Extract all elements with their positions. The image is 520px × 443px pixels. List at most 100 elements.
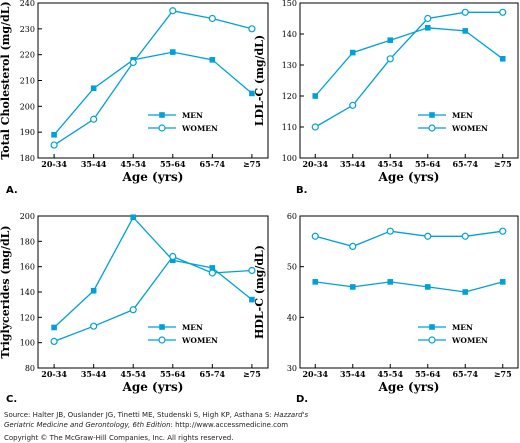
legend-label: MEN (182, 111, 203, 120)
x-tick-label: ≥75 (243, 159, 261, 169)
data-point-women (50, 141, 58, 149)
plot-frame (37, 2, 269, 159)
legend-label: WOMEN (451, 124, 488, 133)
legend-label: WOMEN (181, 124, 218, 133)
y-tick-label: 110 (282, 123, 297, 132)
x-tick-label: 45-54 (377, 159, 403, 169)
data-point-women (129, 58, 137, 67)
y-tick-label: 150 (282, 0, 297, 8)
y-axis-title: Triglycerides (mg/dL) (0, 225, 12, 358)
x-tick-label: 45-54 (120, 159, 146, 169)
series-line-women (53, 255, 252, 343)
data-point-men (169, 49, 176, 55)
y-tick-label: 120 (20, 313, 35, 322)
data-point-men (424, 284, 431, 290)
data-point-women (169, 7, 177, 15)
y-tick-label: 60 (287, 212, 297, 221)
source-title-2: Geriatric Medicine and Gerontology, 6th … (4, 421, 171, 429)
data-point-men (462, 289, 469, 295)
data-point-men (312, 279, 319, 285)
chart-panel-1: 180 190 200 210 220 230 240 20-34 35-44 45-54 55-6… (0, 0, 269, 196)
y-axis-title: HDL-C (mg/dL) (253, 245, 266, 339)
x-tick-label: 65-74 (452, 159, 478, 169)
data-point-women (311, 123, 319, 131)
y-tick-label: 80 (25, 364, 35, 373)
data-point-women (90, 115, 98, 123)
x-tick-label: 20-34 (302, 369, 328, 379)
data-point-men (499, 279, 506, 285)
y-tick-label: 130 (282, 61, 297, 70)
data-point-men (499, 56, 506, 62)
data-point-men (249, 296, 255, 303)
data-point-men (387, 279, 394, 285)
data-point-women (461, 8, 469, 16)
x-tick-label: 65-74 (452, 369, 478, 379)
x-tick-label: 55-64 (160, 369, 186, 379)
chart-panel-2: 100 110 120 130 140 150 20-34 35-44 45-54 55-64 65… (253, 0, 519, 196)
y-tick-label: 190 (20, 128, 35, 137)
legend-marker (429, 324, 435, 330)
series-line-men (53, 51, 253, 136)
x-tick-label: 20-34 (302, 159, 328, 169)
x-tick-label: 65-74 (200, 159, 226, 169)
y-tick-label: 160 (20, 263, 35, 272)
x-tick-label: 65-74 (200, 369, 226, 379)
x-axis-title: Age (yrs) (122, 380, 184, 394)
x-axis-title: Age (yrs) (378, 380, 440, 394)
data-point-men (51, 324, 57, 331)
y-tick-label: 180 (20, 154, 35, 163)
x-tick-label: 20-34 (41, 159, 67, 169)
series-line-women (53, 10, 253, 146)
data-point-women (349, 101, 357, 109)
plot-frame (299, 215, 519, 369)
y-tick-label: 230 (20, 25, 35, 34)
source-title-1: Hazzard's (274, 411, 309, 419)
data-point-women (424, 232, 432, 240)
x-tick-label: 35-44 (81, 159, 107, 169)
series-line-men (315, 281, 503, 293)
x-tick-label: ≥75 (494, 369, 512, 379)
legend-marker (429, 112, 435, 118)
data-point-women (90, 322, 98, 330)
y-tick-label: 210 (20, 77, 35, 86)
data-point-men (387, 37, 394, 43)
data-point-men (51, 131, 57, 138)
panel-label: A. (6, 185, 18, 196)
y-axis-title: LDL-C (mg/dL) (253, 35, 266, 126)
chart-panel-4: 30 40 50 60 20-34 35-44 45-54 55-64 65-74 ≥75 Age … (253, 212, 519, 405)
data-point-men (312, 93, 319, 99)
y-axis-title: Total Cholesterol (mg/dL) (0, 1, 12, 159)
data-point-women (461, 232, 469, 240)
data-point-women (169, 252, 177, 261)
legend-label: WOMEN (181, 336, 218, 345)
data-point-women (386, 227, 394, 235)
legend-marker (158, 124, 166, 132)
y-tick-label: 200 (20, 102, 35, 111)
legend-label: MEN (452, 323, 473, 332)
legend-marker (159, 324, 165, 330)
source-citation-line-2: Geriatric Medicine and Gerontology, 6th … (4, 420, 288, 430)
series-line-women (314, 11, 503, 128)
data-point-men (90, 287, 97, 294)
data-point-women (208, 14, 216, 23)
panel-label: B. (296, 185, 307, 196)
x-tick-label: 55-64 (160, 159, 186, 169)
data-point-women (499, 227, 507, 235)
legend-label: WOMEN (451, 336, 488, 345)
copyright-notice: Copyright © The McGraw-Hill Companies, I… (4, 434, 234, 442)
data-point-women (424, 14, 432, 23)
data-point-women (208, 269, 216, 277)
data-point-women (50, 337, 58, 345)
data-point-men (349, 284, 356, 290)
source-url: : http://www.accessmedicine.com (170, 421, 289, 429)
data-point-women (248, 266, 256, 275)
data-point-women (499, 8, 507, 16)
panel-label: D. (296, 394, 308, 405)
x-tick-label: 55-64 (415, 369, 441, 379)
y-tick-label: 140 (282, 30, 297, 39)
x-tick-label: 20-34 (41, 369, 67, 379)
y-tick-label: 100 (282, 154, 297, 163)
x-tick-label: 35-44 (81, 369, 107, 379)
data-point-men (169, 257, 176, 264)
